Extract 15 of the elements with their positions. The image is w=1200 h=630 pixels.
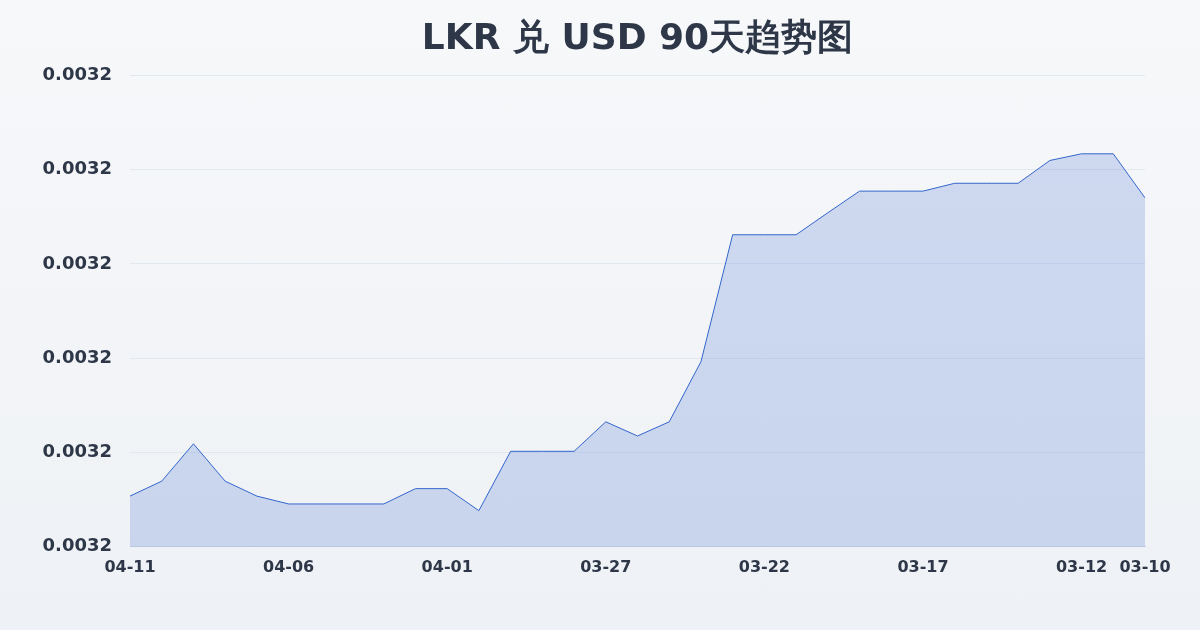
x-tick-label: 04-06 bbox=[263, 556, 315, 576]
text: 0.0032 bbox=[42, 62, 112, 84]
x-tick-label: 03-10 bbox=[1119, 556, 1171, 576]
x-tick-label: 04-11 bbox=[104, 556, 156, 576]
chart-title: LKR 兑 USD 90天趋势图 bbox=[421, 15, 854, 57]
text: 0.0032 bbox=[42, 345, 112, 367]
x-tick-label: 04-01 bbox=[421, 556, 473, 576]
x-tick-label: 03-27 bbox=[580, 556, 632, 576]
text: 0.0032 bbox=[42, 440, 112, 462]
x-tick-label: 03-12 bbox=[1055, 556, 1108, 576]
x-tick-label: 03-22 bbox=[738, 556, 790, 576]
text: 0.0032 bbox=[42, 157, 112, 179]
text: 0.0032 bbox=[42, 534, 112, 556]
x-tick-label: 03-17 bbox=[897, 556, 949, 576]
text: 0.0032 bbox=[42, 251, 112, 273]
